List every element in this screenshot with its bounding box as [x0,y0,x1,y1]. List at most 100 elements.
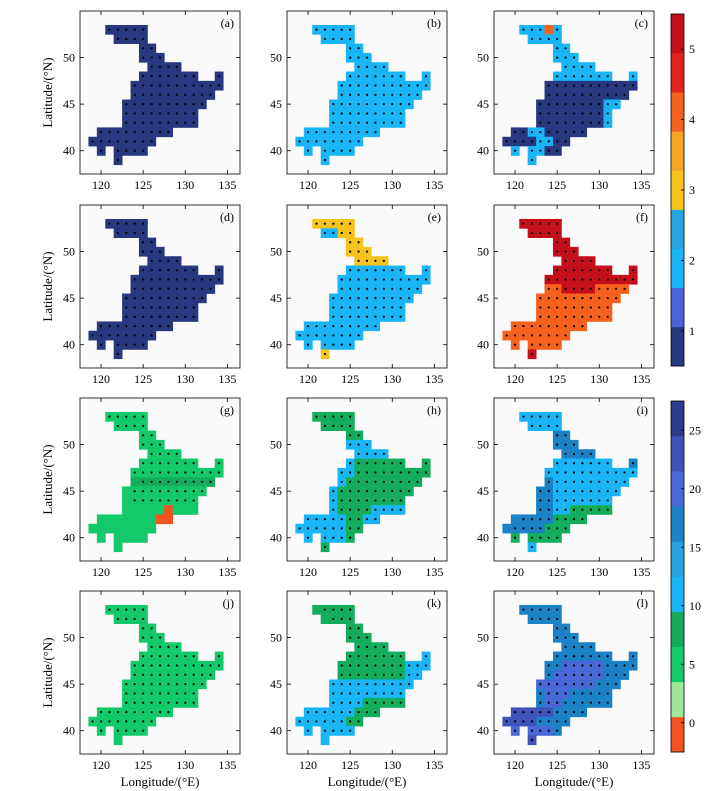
significance-dot [349,471,352,474]
significance-dot [374,692,377,695]
significance-dot [399,683,402,686]
significance-dot [158,480,162,483]
significance-dot [572,508,576,511]
significance-dot [374,103,377,106]
significance-dot [167,121,170,124]
significance-dot [349,93,352,96]
significance-dot [598,471,601,474]
significance-dot [365,636,369,639]
y-axis-label-row-1: Latitude/(°N) [40,57,55,127]
significance-dot [606,462,609,465]
significance-dot [357,645,360,648]
panel-c: 120 125 130 135 40 45 50 (c) [477,10,655,192]
significance-dot [539,617,542,621]
significance-dot [158,645,162,648]
significance-dot [539,130,542,134]
significance-dot [572,480,576,483]
significance-dot [175,315,178,318]
significance-dot [391,655,394,658]
significance-dot [606,269,609,272]
significance-dot [547,287,550,290]
significance-dot [365,683,369,686]
significance-dot [365,121,369,124]
significance-dot [399,269,402,272]
significance-dot [564,306,567,309]
panel-frame [286,10,448,175]
significance-dot [424,471,428,474]
significance-dot [547,324,550,328]
x-tick-label: 130 [383,372,401,386]
significance-dot [581,93,584,96]
significance-dot [382,490,385,493]
significance-dot [581,269,584,272]
significance-dot [306,527,310,530]
significance-dot [581,121,584,124]
significance-dot [133,343,136,346]
significance-dot [158,75,162,78]
significance-dot [142,343,145,346]
significance-dot [167,259,170,262]
y-tick-label: 45 [477,677,489,691]
significance-dot [167,130,170,134]
significance-dot [184,287,187,290]
x-tick-label: 120 [506,758,524,772]
significance-dot [340,701,343,704]
significance-dot [175,480,178,483]
significance-dot [150,140,153,143]
significance-dot [323,415,326,418]
x-axis-label-left: Longitude/(°E) [121,774,200,789]
significance-dot [184,462,187,465]
significance-dot [357,315,360,318]
significance-dot [522,527,525,530]
x-tick-label: 125 [548,372,566,386]
heatmap-cell [122,514,131,525]
significance-dot [91,140,94,143]
significance-dot [184,112,187,115]
significance-dot [125,149,128,152]
significance-dot [556,334,559,337]
heatmap-cell [130,514,140,525]
significance-dot [133,149,136,152]
significance-dot [167,93,170,96]
significance-dot [556,636,559,639]
significance-dot [564,471,567,474]
significance-dot [116,334,119,337]
significance-dot [581,471,584,474]
significance-dot [564,517,567,521]
significance-dot [323,527,326,530]
heatmap-cell [155,514,165,525]
significance-dot [399,655,402,658]
significance-dot [340,37,343,41]
heatmap-cell [320,614,330,624]
significance-dot [217,269,221,272]
significance-dot [598,287,601,290]
significance-dot [539,306,542,309]
significance-dot [399,315,402,318]
significance-dot [315,222,318,225]
significance-dot [116,617,119,621]
significance-dot [382,683,385,686]
significance-dot [357,47,360,50]
significance-dot [530,222,533,225]
significance-dot [564,627,567,630]
x-tick-label: 130 [176,758,194,772]
significance-dot [201,103,204,106]
significance-dot [340,130,343,134]
significance-dot [598,499,601,502]
significance-dot [606,655,609,658]
significance-dot [408,664,411,667]
significance-dot [539,692,542,695]
heatmap-cell [122,523,131,534]
significance-dot [332,121,335,124]
significance-dot [340,222,343,225]
significance-dot [513,149,517,152]
significance-dot [416,471,419,474]
significance-dot [365,645,369,648]
significance-dot [564,250,567,253]
significance-dot [522,140,525,143]
panel-frame [79,397,241,562]
panel-e: 120 125 130 135 40 45 50 (e) [270,204,448,386]
y-tick-label: 40 [270,144,282,158]
significance-dot [598,673,601,676]
significance-dot [556,315,559,318]
